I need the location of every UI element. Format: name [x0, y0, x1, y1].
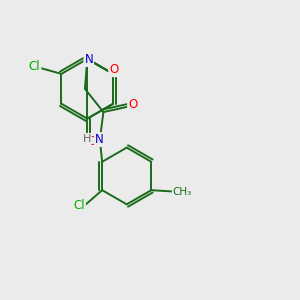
Text: O: O	[128, 98, 137, 111]
Text: CH₃: CH₃	[173, 187, 192, 197]
Text: Cl: Cl	[29, 60, 40, 73]
Text: Cl: Cl	[73, 199, 85, 212]
Text: O: O	[109, 63, 119, 76]
Text: H: H	[82, 134, 91, 144]
Text: N: N	[95, 133, 103, 146]
Text: N: N	[84, 53, 93, 66]
Text: O: O	[87, 135, 96, 148]
